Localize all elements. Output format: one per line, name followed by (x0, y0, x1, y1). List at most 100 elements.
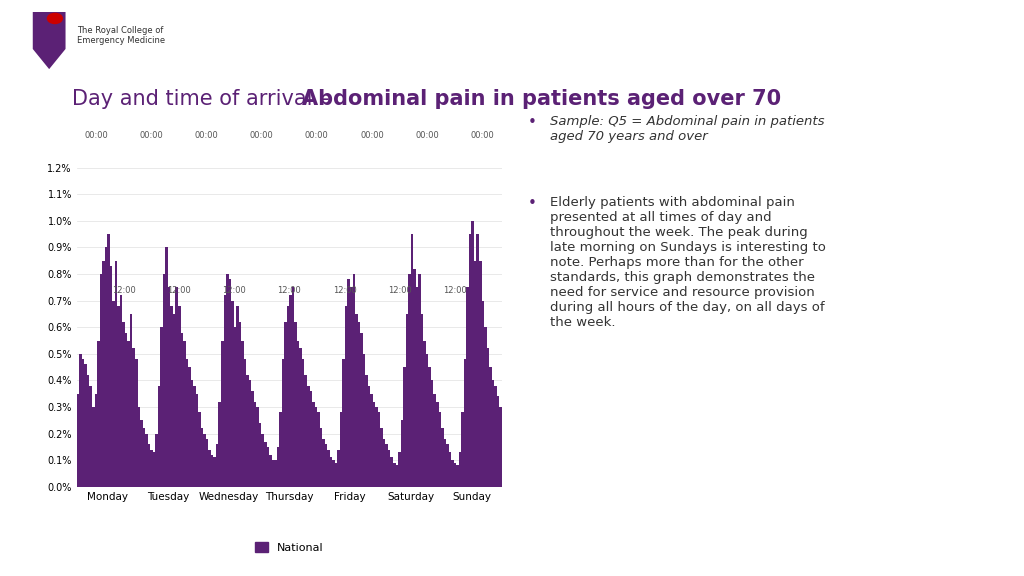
Bar (304, 375, 307, 487)
Bar (125, 332, 127, 487)
Bar (254, 401, 256, 487)
Bar (330, 457, 332, 487)
Bar (188, 367, 190, 487)
Bar (428, 367, 431, 487)
Bar (323, 439, 325, 487)
Bar (418, 274, 421, 487)
Bar (443, 439, 446, 487)
Bar (216, 444, 218, 487)
Bar (92, 407, 94, 487)
Bar (474, 261, 476, 487)
Bar (151, 449, 153, 487)
Bar (163, 274, 165, 487)
Bar (400, 420, 403, 487)
Bar (120, 295, 122, 487)
Bar (201, 428, 204, 487)
Bar (170, 306, 173, 487)
Bar (97, 340, 99, 487)
Bar (479, 261, 481, 487)
Bar (135, 359, 137, 487)
Bar (383, 439, 385, 487)
Bar (438, 412, 441, 487)
Bar (423, 340, 426, 487)
Bar (122, 322, 125, 487)
Bar (285, 322, 287, 487)
Bar (378, 412, 380, 487)
Bar (208, 449, 211, 487)
Bar (276, 447, 280, 487)
Bar (385, 444, 388, 487)
Bar (115, 261, 118, 487)
Bar (161, 327, 163, 487)
Bar (360, 332, 362, 487)
Bar (446, 444, 449, 487)
Bar (79, 354, 82, 487)
Bar (89, 386, 92, 487)
Bar (500, 407, 502, 487)
Bar (449, 452, 452, 487)
Text: Abdominal pain in patients aged over 70: Abdominal pain in patients aged over 70 (302, 89, 781, 109)
Text: •: • (527, 196, 537, 211)
Bar (108, 234, 110, 487)
Bar (476, 234, 479, 487)
Polygon shape (33, 12, 66, 69)
Bar (156, 434, 158, 487)
Bar (497, 396, 500, 487)
Bar (307, 386, 309, 487)
Bar (113, 301, 115, 487)
Bar (371, 393, 373, 487)
Bar (421, 314, 423, 487)
Bar (249, 380, 251, 487)
Bar (185, 359, 188, 487)
Bar (390, 457, 393, 487)
Bar (481, 301, 484, 487)
Bar (239, 322, 242, 487)
Bar (269, 455, 271, 487)
Bar (158, 386, 161, 487)
Bar (213, 457, 216, 487)
Bar (317, 412, 319, 487)
Bar (302, 359, 304, 487)
Bar (292, 287, 294, 487)
Bar (77, 393, 79, 487)
Bar (489, 367, 492, 487)
Bar (347, 279, 350, 487)
Bar (259, 423, 261, 487)
Bar (469, 234, 471, 487)
Bar (247, 375, 249, 487)
Bar (211, 455, 213, 487)
Bar (411, 234, 414, 487)
Bar (282, 359, 285, 487)
Bar (221, 340, 223, 487)
Bar (231, 301, 233, 487)
Bar (183, 340, 185, 487)
Bar (357, 322, 360, 487)
Bar (99, 274, 102, 487)
Bar (82, 359, 84, 487)
Bar (362, 354, 366, 487)
Bar (140, 420, 142, 487)
Bar (350, 287, 352, 487)
Bar (355, 314, 357, 487)
Bar (110, 266, 113, 487)
Bar (271, 460, 274, 487)
Bar (168, 287, 170, 487)
Bar (194, 386, 196, 487)
Bar (309, 391, 312, 487)
Bar (375, 407, 378, 487)
Text: Elderly patients with abdominal pain
presented at all times of day and
throughou: Elderly patients with abdominal pain pre… (550, 196, 825, 329)
Text: Day and time of arrival –: Day and time of arrival – (72, 89, 336, 109)
Bar (312, 401, 314, 487)
Bar (345, 306, 347, 487)
Legend: National: National (251, 538, 328, 557)
Bar (287, 306, 289, 487)
Bar (337, 449, 340, 487)
Bar (380, 428, 383, 487)
Bar (325, 444, 328, 487)
Bar (178, 306, 180, 487)
Bar (274, 460, 276, 487)
Bar (332, 460, 335, 487)
Bar (87, 375, 89, 487)
Bar (403, 367, 406, 487)
Bar (261, 434, 264, 487)
